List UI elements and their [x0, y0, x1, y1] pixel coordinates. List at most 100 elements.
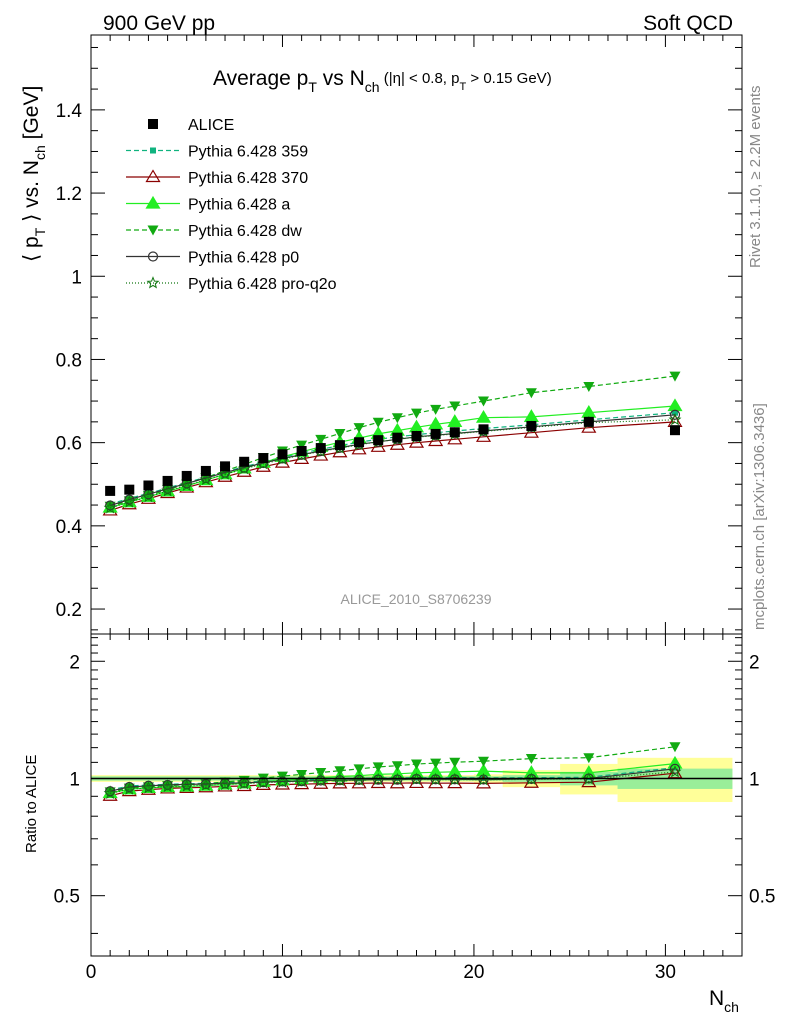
data-point — [277, 449, 288, 460]
title-mid: vs N — [317, 67, 365, 90]
series-point — [669, 371, 681, 382]
legend-label: Pythia 6.428 pro-q2o — [188, 276, 337, 293]
legend-label: Pythia 6.428 dw — [188, 223, 302, 240]
series-line — [109, 419, 676, 509]
x-tick-label: 20 — [463, 962, 484, 983]
ratio-tick-label: 0.5 — [54, 887, 80, 908]
xlabel-main: N — [709, 987, 724, 1010]
y-tick-label: 0.6 — [56, 434, 82, 455]
series-point — [237, 462, 251, 475]
ratio-line — [109, 771, 676, 794]
title-cut: (|η| < 0.8, p — [380, 70, 460, 87]
ratio-point — [141, 781, 155, 794]
y-tick-label: 0.4 — [56, 517, 83, 538]
x-axis-label: Nch — [709, 987, 739, 1015]
legend-marker — [145, 195, 161, 209]
ratio-point — [524, 772, 538, 785]
ylabel-a: ⟨ p — [20, 236, 43, 262]
legend-label: Pythia 6.428 370 — [188, 170, 308, 187]
series-point — [525, 388, 537, 399]
ratio-tick-label: 1 — [69, 769, 80, 790]
ratio-point — [668, 765, 682, 778]
legend-marker — [146, 276, 160, 289]
ratio-point — [478, 756, 490, 767]
ratio-point — [315, 768, 327, 779]
series-point — [671, 409, 678, 416]
series-point — [475, 410, 492, 423]
series-point — [181, 479, 193, 490]
data-point — [478, 424, 489, 435]
legend-marker — [150, 147, 156, 154]
ratio-point — [180, 779, 194, 792]
series-point — [161, 484, 175, 497]
ylabel-sub: T — [32, 227, 48, 236]
title-cut-end: > 0.15 GeV) — [466, 70, 551, 87]
ratio-point — [428, 764, 444, 778]
ratio-point — [237, 776, 251, 790]
ratio-point — [409, 772, 424, 785]
ratio-point — [372, 762, 384, 773]
ratio-point — [370, 775, 386, 789]
ylabel-b: ⟩ vs. N — [20, 160, 43, 228]
ratio-point — [142, 782, 154, 793]
series-point — [667, 398, 683, 412]
legend-marker — [145, 169, 161, 183]
ratio-point — [161, 779, 175, 793]
series-point — [199, 472, 213, 486]
ratio-point — [332, 775, 348, 789]
main-plot — [102, 371, 683, 516]
legend-marker — [147, 225, 159, 236]
series-point — [218, 467, 232, 480]
data-point — [583, 416, 594, 427]
legend-marker — [147, 251, 159, 262]
series-point — [581, 405, 597, 418]
series-point — [180, 478, 194, 491]
y-tick-label: 1.2 — [56, 184, 82, 205]
legend-label: Pythia 6.428 a — [188, 197, 290, 214]
data-point — [220, 461, 231, 472]
series-point — [353, 423, 365, 434]
ratio-point — [334, 766, 346, 777]
ratio-tick-label-right: 2 — [749, 652, 760, 673]
series-point — [583, 381, 595, 392]
series-point — [668, 412, 682, 426]
series-point — [391, 413, 403, 424]
series-point — [296, 440, 308, 451]
ratio-point — [408, 765, 425, 778]
ratio-point — [275, 775, 289, 788]
series-point — [430, 404, 442, 415]
ratio-point — [411, 759, 422, 770]
series-point — [447, 414, 463, 427]
data-point — [354, 437, 365, 448]
data-point — [162, 475, 173, 486]
ylabel-sub2: ch — [32, 145, 48, 160]
ratio-point — [218, 777, 232, 791]
data-point — [258, 453, 269, 464]
y-tick-label: 1.4 — [56, 101, 83, 122]
ratio-tick-label-right: 0.5 — [749, 887, 775, 908]
data-point — [200, 465, 211, 476]
data-point — [143, 480, 154, 491]
data-point — [181, 470, 192, 481]
series-point — [141, 489, 155, 503]
ratio-point — [430, 758, 442, 769]
side-text-bottom: mcplots.cern.ch [arXiv:1306.3436] — [751, 403, 768, 630]
x-tick-label: 0 — [86, 962, 97, 983]
y-axis-label: ⟨ pT ⟩ vs. Nch [GeV] — [20, 86, 48, 262]
data-point — [430, 428, 441, 439]
ratio-point — [583, 753, 595, 764]
legend-marker — [148, 119, 158, 129]
data-point — [449, 427, 460, 438]
y-tick-label: 0.2 — [56, 600, 82, 621]
ratio-point — [523, 765, 539, 778]
ratio-point — [103, 786, 117, 800]
legend-label: Pythia 6.428 359 — [188, 144, 308, 161]
chart-title: Average pT vs Nch (|η| < 0.8, pT > 0.15 … — [213, 67, 552, 95]
ratio-point — [351, 775, 367, 789]
header-left: 900 GeV pp — [103, 12, 215, 35]
ratio-tick-label-right: 1 — [749, 769, 760, 790]
series-point — [428, 416, 444, 430]
series-point — [449, 401, 461, 412]
ratio-point — [525, 754, 537, 765]
ratio-y-axis-label: Ratio to ALICE — [23, 755, 40, 853]
